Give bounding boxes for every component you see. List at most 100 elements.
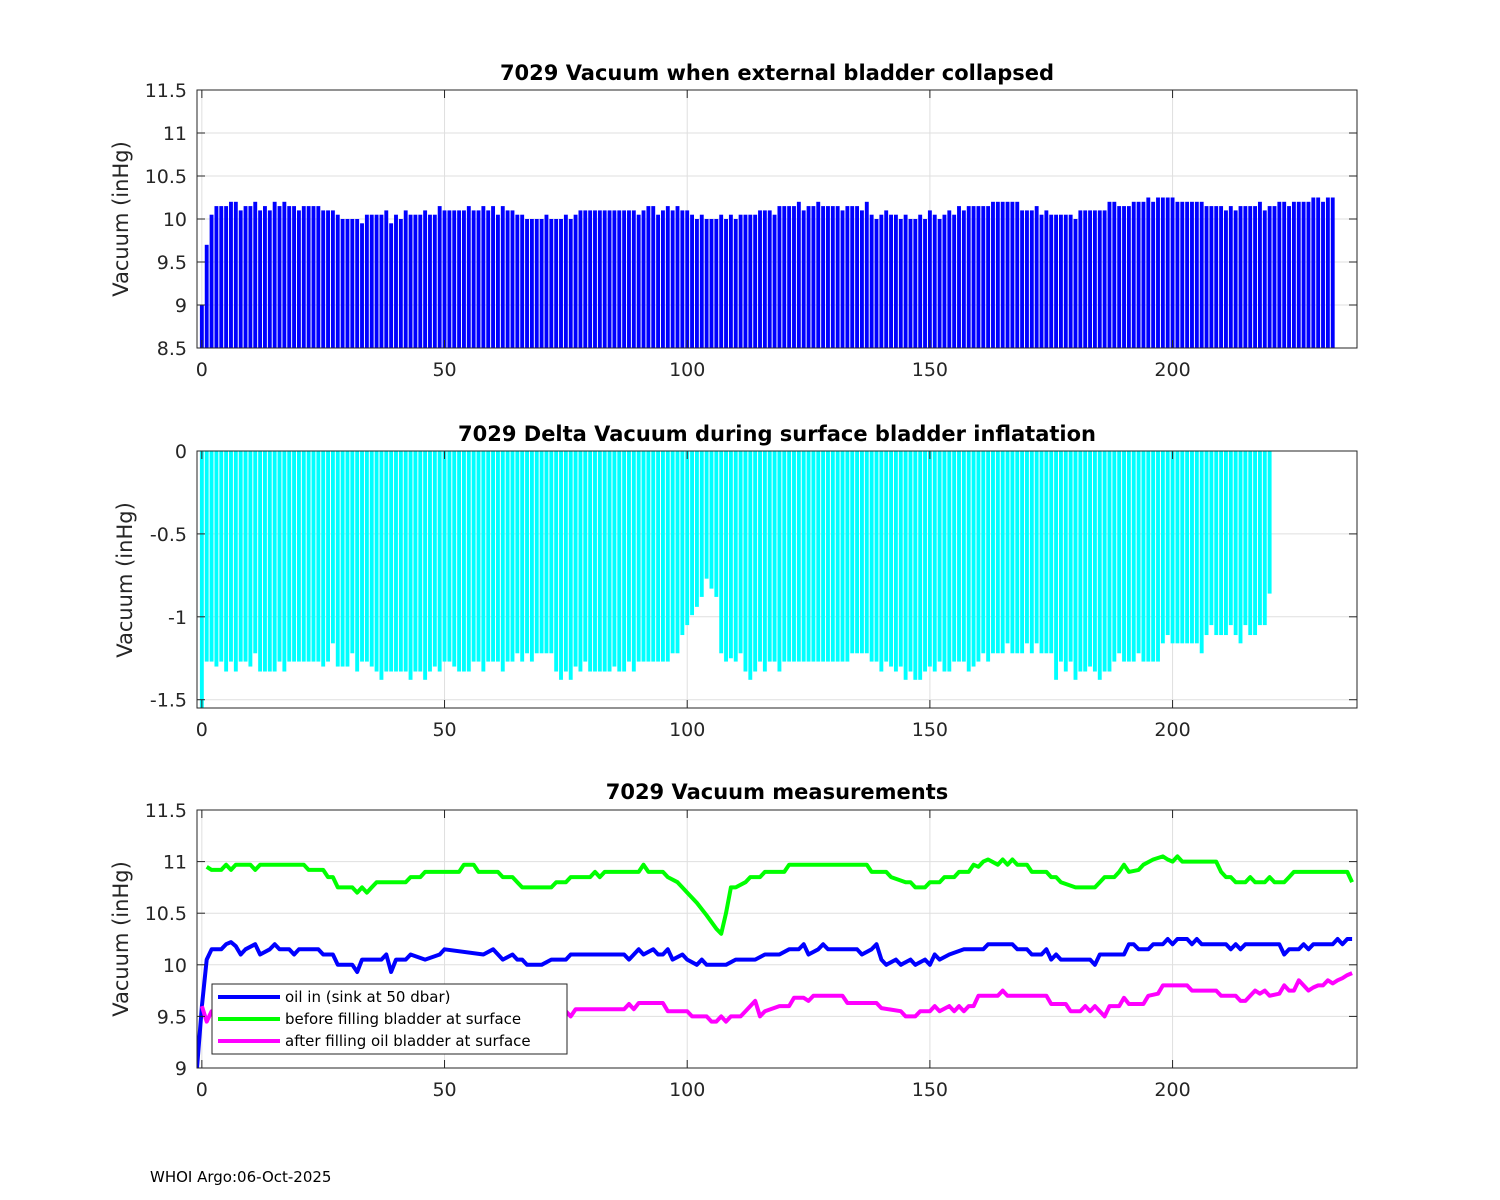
y-tick-label: -0.5 (150, 524, 187, 546)
bar (408, 214, 413, 348)
bar (835, 451, 840, 662)
bar (525, 451, 529, 654)
bar (1107, 451, 1112, 672)
bar (1185, 451, 1190, 644)
bar (481, 206, 486, 348)
bar (1039, 451, 1044, 654)
y-axis-label: Vacuum (inHg) (113, 502, 137, 658)
y-tick-labels: 8.5 9 9.5 10 10.5 11 11.5 (145, 80, 187, 360)
bar (714, 451, 719, 597)
bar (544, 451, 549, 654)
x-tick-label: 50 (432, 359, 456, 381)
bar (884, 210, 889, 348)
tick-marks (197, 809, 1357, 1069)
bar (1194, 451, 1199, 644)
chart-title: 7029 Vacuum when external bladder collap… (500, 61, 1054, 85)
bar (534, 451, 539, 654)
bar (733, 451, 738, 662)
bar (384, 210, 389, 348)
bar (510, 451, 515, 662)
bar (238, 210, 243, 348)
legend-label-before-filling: before filling bladder at surface (285, 1010, 521, 1028)
bar (1204, 451, 1209, 636)
bar (1049, 214, 1054, 348)
bar (927, 210, 932, 348)
bar (971, 451, 976, 667)
bar (1083, 451, 1088, 672)
bar (762, 210, 767, 348)
bar (966, 206, 971, 348)
bar (937, 451, 942, 662)
bar (398, 219, 403, 348)
x-tick-labels: 0 50 100 150 200 (196, 359, 1191, 381)
bar (927, 451, 932, 667)
bar (248, 206, 253, 348)
bar (612, 210, 617, 348)
bar (403, 210, 408, 348)
bar (384, 451, 389, 672)
bar (238, 451, 243, 662)
bar (709, 451, 714, 589)
bar (1058, 451, 1063, 662)
bar (991, 201, 995, 348)
bar (452, 451, 457, 667)
bar (476, 210, 481, 348)
bar (1112, 451, 1117, 662)
bar (869, 451, 874, 662)
bar (1165, 451, 1170, 636)
y-tick-label: 11.5 (145, 80, 187, 102)
bar (651, 206, 656, 348)
bar (1306, 201, 1311, 348)
bar (462, 451, 466, 672)
bar (1248, 451, 1253, 636)
bar (1228, 206, 1233, 348)
bar (850, 451, 855, 654)
bar (554, 219, 559, 348)
bar (476, 451, 481, 662)
bar (408, 451, 413, 680)
bar (1015, 201, 1020, 348)
bar (879, 451, 884, 672)
y-tick-label: 8.5 (157, 338, 187, 360)
bar (369, 451, 374, 667)
bar (583, 451, 588, 662)
bar (991, 451, 995, 654)
bar (340, 219, 345, 348)
bar (563, 451, 568, 672)
x-tick-label: 200 (1154, 1079, 1190, 1101)
x-tick-label: 50 (432, 1079, 456, 1101)
bar (296, 451, 301, 662)
bar (675, 206, 680, 348)
bar (292, 206, 297, 348)
bar (282, 451, 287, 672)
legend-label-after-filling: after filling oil bladder at surface (285, 1032, 531, 1050)
bar (1262, 210, 1267, 348)
bar (1151, 201, 1156, 348)
bar (850, 206, 855, 348)
bar (995, 201, 1000, 348)
bar (1034, 451, 1039, 644)
bar (612, 451, 617, 667)
bar (258, 210, 263, 348)
bar (267, 451, 272, 672)
bar (452, 210, 457, 348)
bar (724, 219, 728, 348)
bar (1117, 206, 1122, 348)
bar (272, 451, 277, 672)
bar (602, 451, 607, 672)
bar (821, 451, 826, 662)
bar (379, 214, 384, 348)
bar (1039, 214, 1044, 348)
bar (248, 451, 253, 667)
bar (748, 214, 753, 348)
bar (879, 214, 884, 348)
bar (1190, 451, 1194, 644)
bar (1126, 206, 1131, 348)
bar (981, 451, 986, 654)
bar (559, 219, 563, 348)
bar (345, 219, 350, 348)
bar (680, 210, 685, 348)
bar (680, 451, 685, 636)
bar (1063, 451, 1068, 672)
bar (884, 451, 889, 662)
